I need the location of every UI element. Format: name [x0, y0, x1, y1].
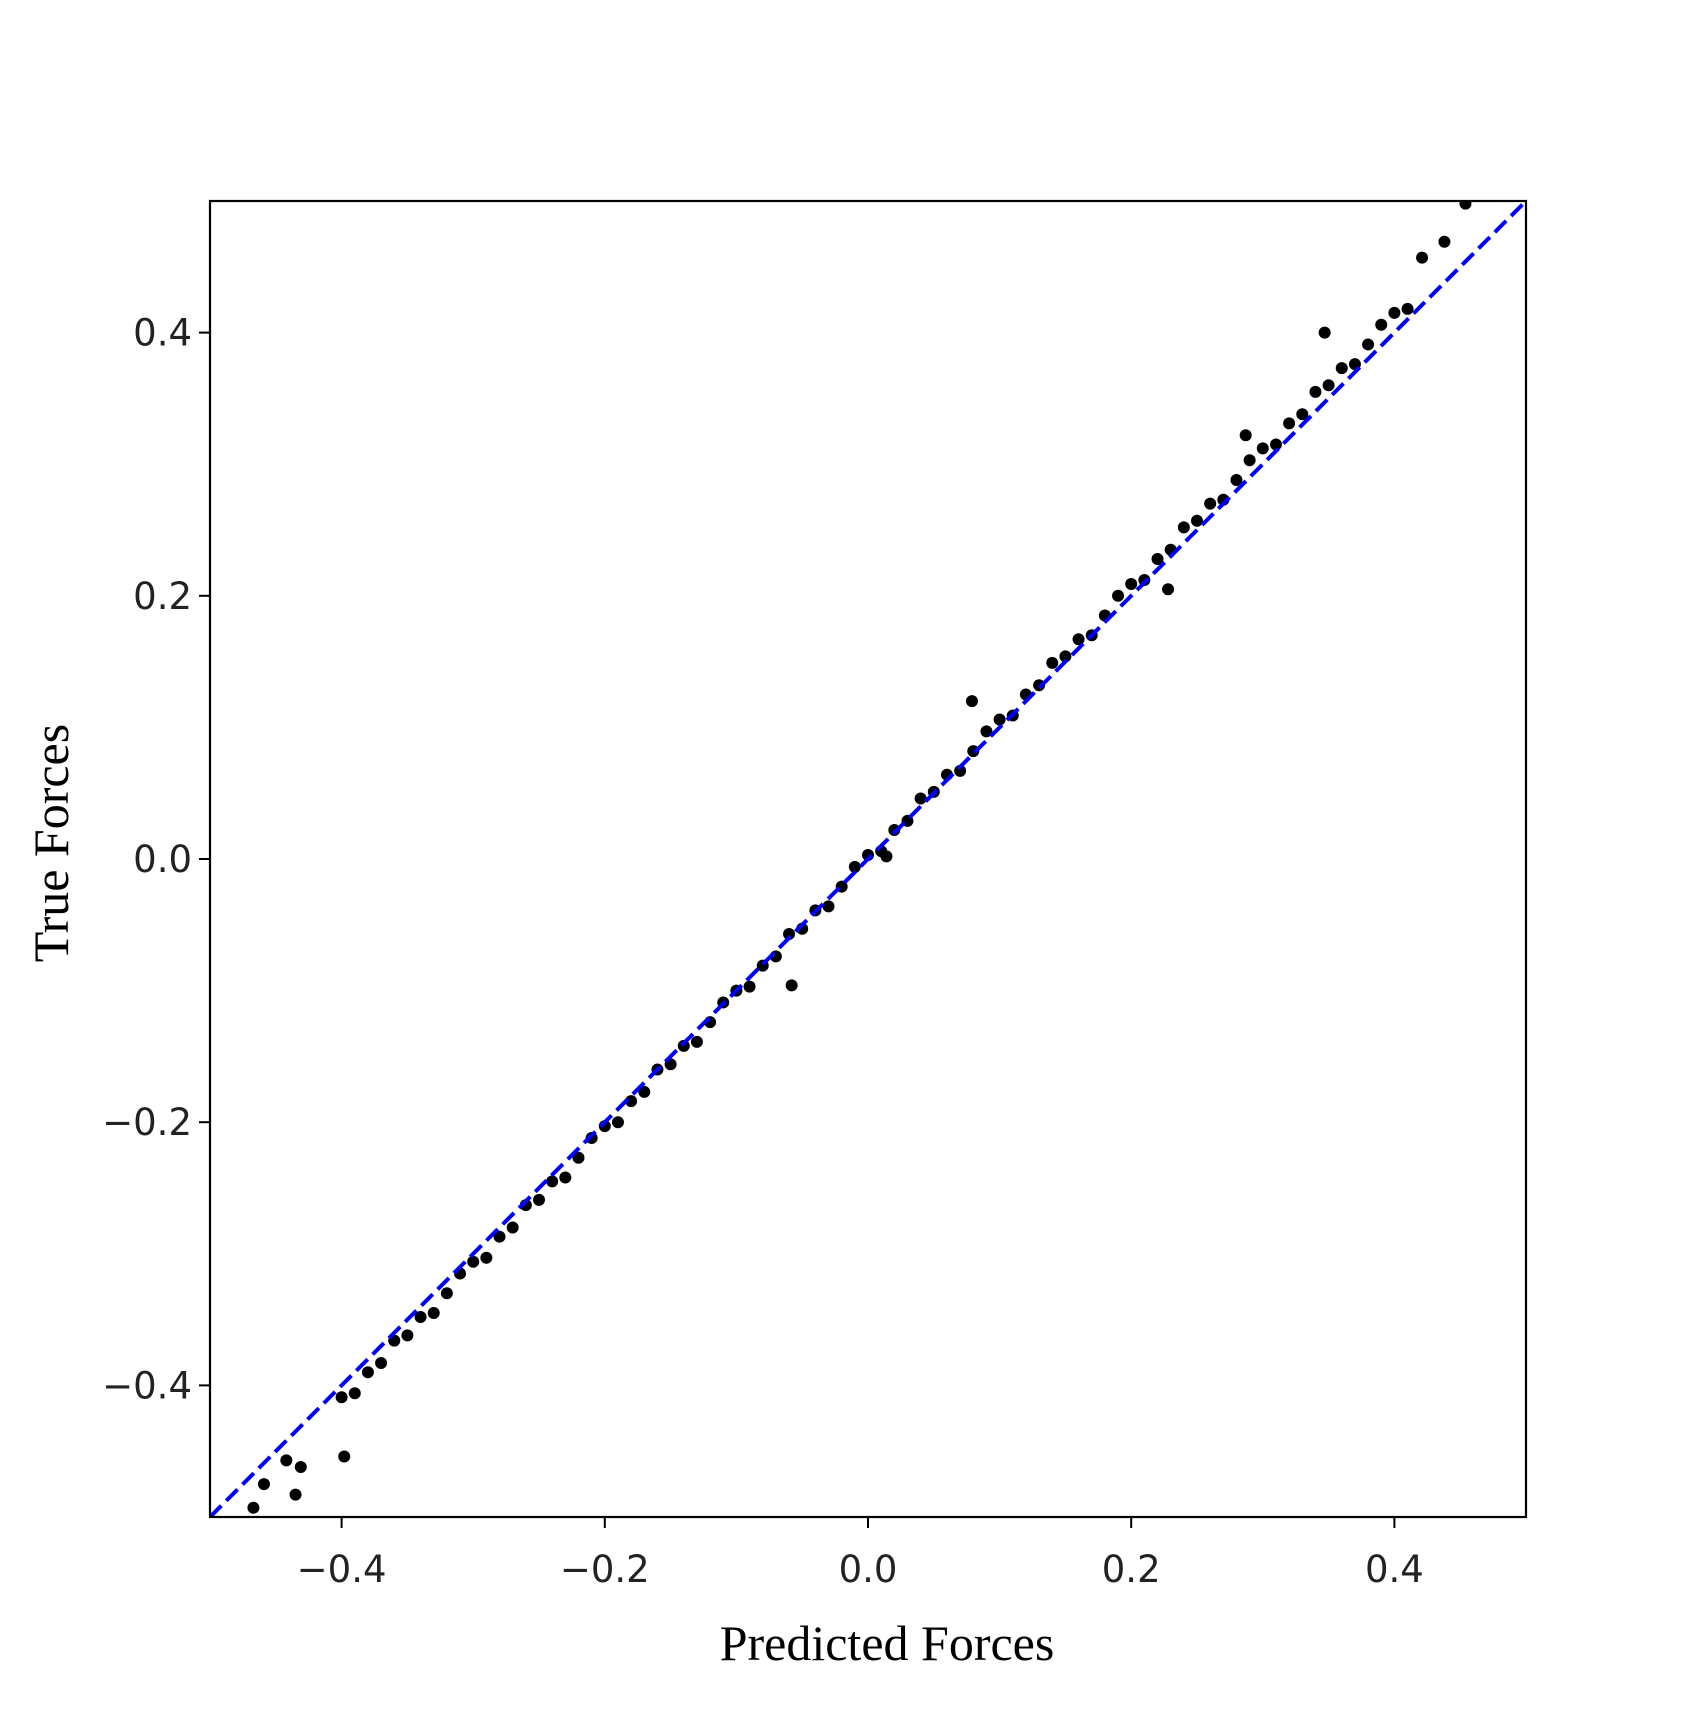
data-point [1162, 583, 1175, 596]
data-point [289, 1488, 302, 1501]
data-point [1204, 497, 1217, 510]
data-point [1296, 408, 1309, 421]
data-point [401, 1329, 414, 1342]
data-point [1318, 326, 1331, 339]
data-point [1335, 362, 1348, 375]
data-point [980, 725, 993, 738]
x-tick-label: −0.4 [297, 1548, 387, 1591]
data-point [493, 1230, 506, 1243]
y-tick-label: 0.0 [133, 838, 192, 881]
data-point [611, 1116, 624, 1129]
x-tick-label: −0.2 [560, 1548, 650, 1591]
y-axis-label: True Forces [23, 724, 79, 962]
data-point [1459, 201, 1472, 210]
data-point [1283, 417, 1296, 430]
data-point [533, 1193, 545, 1206]
data-point [1230, 473, 1243, 486]
data-point [1239, 429, 1252, 442]
data-point [1046, 656, 1059, 669]
data-point [625, 1095, 638, 1108]
data-point [783, 928, 796, 941]
y-tick-label: −0.2 [102, 1101, 192, 1144]
data-point [257, 1478, 270, 1491]
data-point [993, 713, 1006, 726]
data-point [280, 1454, 293, 1467]
data-point [785, 979, 798, 992]
y-tick-label: 0.4 [133, 312, 192, 355]
data-point [1388, 306, 1401, 319]
plot-frame [208, 199, 1528, 1519]
data-point [348, 1387, 361, 1400]
data-point [247, 1501, 260, 1514]
data-point [427, 1307, 440, 1320]
data-point [335, 1391, 348, 1404]
data-point [1362, 338, 1375, 351]
data-point [546, 1175, 559, 1188]
data-point [294, 1460, 307, 1473]
data-point [480, 1251, 493, 1264]
y-tick-label: 0.2 [133, 575, 192, 618]
data-point [506, 1221, 519, 1234]
data-point [1125, 577, 1138, 590]
data-point [1416, 251, 1429, 264]
data-point [1059, 650, 1072, 663]
data-point [1375, 318, 1388, 331]
data-point [1309, 385, 1322, 398]
data-point [375, 1357, 388, 1370]
data-point [361, 1366, 374, 1379]
x-tick-label: 0.2 [1102, 1548, 1161, 1591]
data-point [572, 1151, 585, 1164]
data-point [1151, 552, 1164, 565]
data-point [559, 1171, 572, 1184]
data-point [1438, 235, 1451, 248]
data-point [1243, 454, 1256, 467]
data-point [1256, 442, 1269, 455]
data-point [414, 1310, 427, 1323]
data-point [1177, 521, 1190, 534]
data-point [743, 980, 756, 993]
data-point [1322, 379, 1335, 392]
data-point [1112, 589, 1125, 602]
data-point [338, 1450, 351, 1463]
data-point [848, 860, 861, 873]
data-point [914, 792, 927, 805]
data-point [467, 1255, 480, 1268]
data-point [638, 1085, 651, 1098]
y-tick-label: −0.4 [102, 1364, 192, 1407]
plot-area [210, 201, 1526, 1517]
data-point [822, 900, 835, 913]
data-point [1072, 633, 1085, 646]
data-point [1269, 438, 1282, 451]
x-axis-label: Predicted Forces [720, 1615, 1055, 1671]
data-point [1191, 514, 1203, 527]
x-tick-label: 0.0 [839, 1548, 898, 1591]
data-point [965, 695, 978, 708]
data-point [690, 1035, 703, 1048]
data-point [880, 850, 893, 863]
data-point [440, 1287, 453, 1300]
reference-line [210, 201, 1526, 1517]
data-point [1401, 302, 1414, 315]
x-tick-label: 0.4 [1365, 1548, 1424, 1591]
